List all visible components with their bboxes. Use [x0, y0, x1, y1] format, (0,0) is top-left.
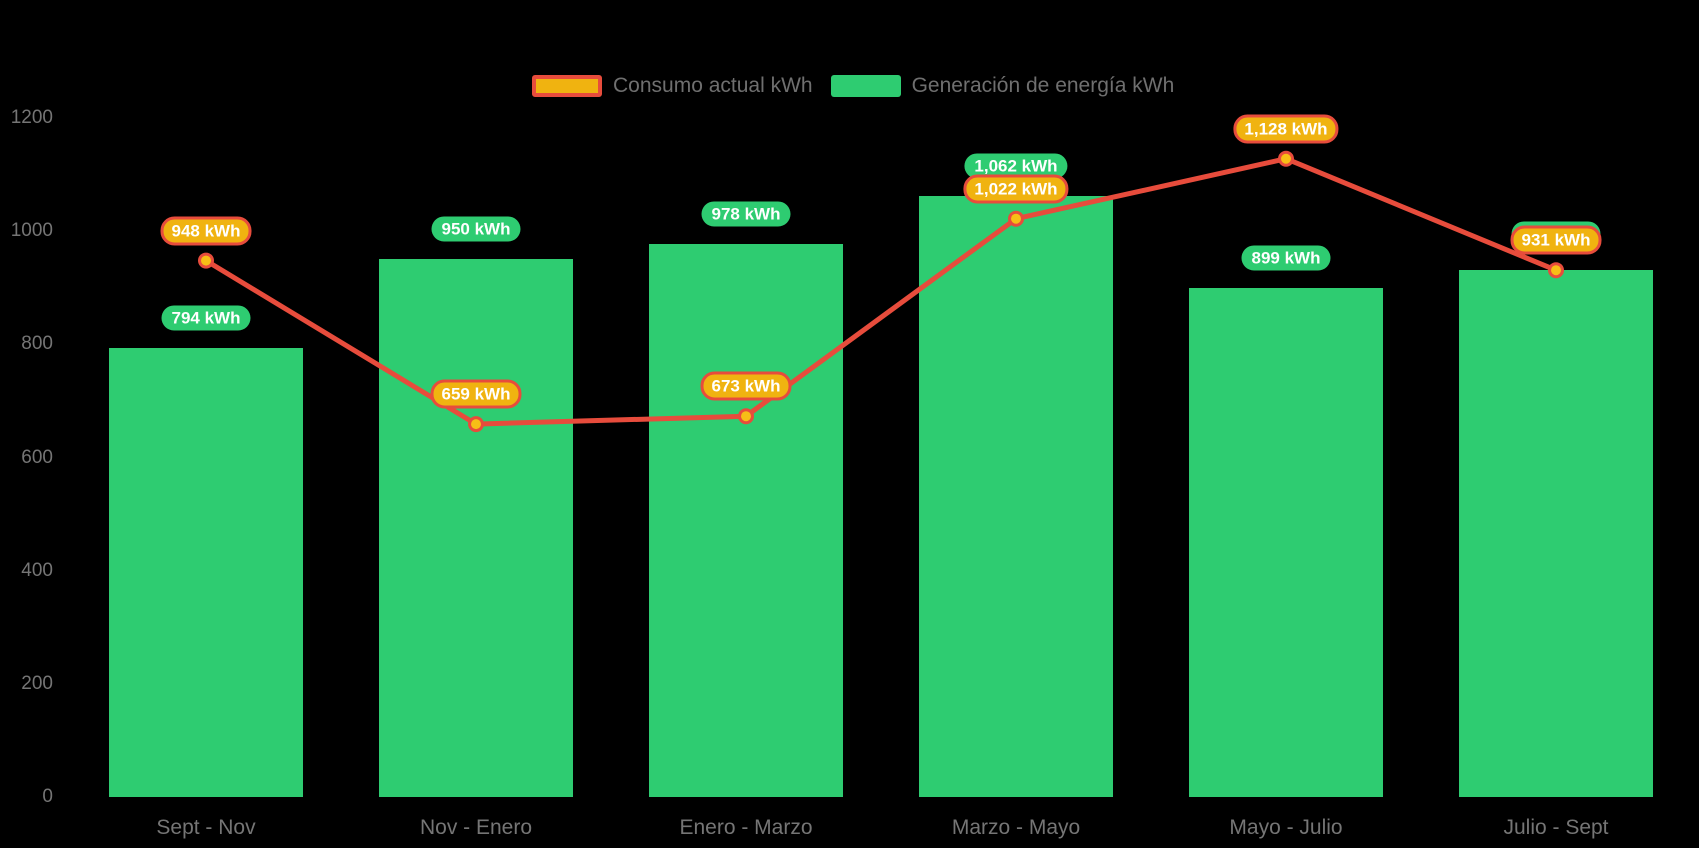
- generacion-bar[interactable]: [1459, 270, 1653, 797]
- consumo-line: [203, 156, 1559, 427]
- y-axis-tick-label: 1200: [10, 107, 53, 128]
- y-axis-tick-label: 400: [21, 559, 53, 581]
- x-axis-category-label: Sept - Nov: [156, 816, 256, 839]
- consumo-point-marker[interactable]: [198, 252, 214, 269]
- x-axis-category-label: Enero - Marzo: [679, 816, 813, 839]
- generacion-bar[interactable]: [649, 243, 843, 797]
- y-axis-tick-label: 1000: [10, 220, 53, 242]
- line-value-badge: 659 kWh: [430, 379, 522, 409]
- x-axis-category-label: Mayo - Julio: [1229, 816, 1343, 839]
- consumo-point-marker[interactable]: [1548, 262, 1564, 279]
- y-axis-tick-label: 800: [21, 333, 53, 355]
- line-value-badge: 1,128 kWh: [1233, 114, 1339, 144]
- line-value-badge: 1,022 kWh: [963, 174, 1069, 204]
- legend-label-generacion: Generación de energía kWh: [911, 74, 1175, 97]
- legend-item-consumo[interactable]: Consumo actual kWh: [532, 74, 813, 98]
- line-value-badge: 673 kWh: [700, 371, 792, 401]
- line-value-badge: 931 kWh: [1510, 225, 1602, 255]
- y-axis-tick-label: 0: [42, 786, 53, 807]
- x-axis-category-label: Julio - Sept: [1503, 816, 1609, 839]
- generacion-swatch-icon: [830, 75, 901, 97]
- bar-value-badge: 899 kWh: [1241, 245, 1331, 271]
- bar-value-badge: 978 kWh: [701, 201, 791, 227]
- y-axis-tick-label: 200: [21, 672, 53, 694]
- chart-legend: Consumo actual kWh Generación de energía…: [532, 74, 1174, 98]
- legend-label-consumo: Consumo actual kWh: [613, 74, 813, 97]
- consumo-point-marker[interactable]: [468, 416, 484, 433]
- legend-item-generacion[interactable]: Generación de energía kWh: [830, 74, 1175, 98]
- consumo-point-marker[interactable]: [1008, 210, 1024, 227]
- x-axis-category-label: Nov - Enero: [419, 816, 533, 839]
- bar-value-badge: 794 kWh: [161, 305, 251, 331]
- generacion-bar[interactable]: [919, 196, 1113, 797]
- line-value-badge: 948 kWh: [160, 216, 252, 246]
- consumo-point-marker[interactable]: [1278, 150, 1294, 167]
- generacion-bar[interactable]: [109, 347, 303, 797]
- generacion-bar[interactable]: [1189, 288, 1383, 797]
- consumo-swatch-icon: [532, 75, 602, 97]
- consumo-point-marker[interactable]: [738, 408, 754, 425]
- y-axis-tick-label: 600: [21, 446, 53, 468]
- bar-value-badge: 950 kWh: [431, 216, 521, 242]
- generacion-bar[interactable]: [379, 259, 573, 797]
- x-axis-category-label: Marzo - Mayo: [951, 816, 1081, 839]
